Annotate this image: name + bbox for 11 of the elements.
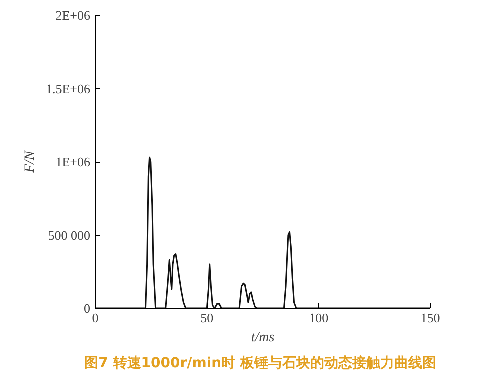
x-tick-label: 150 (420, 310, 440, 326)
y-tick-label: 1.5E+06 (46, 81, 91, 96)
y-tick-label: 500 000 (48, 228, 90, 243)
x-tick-label: 100 (309, 310, 329, 326)
x-tick-label: 50 (200, 310, 214, 326)
x-axis-title: t/ms (251, 330, 276, 346)
y-tick-label: 1E+06 (56, 154, 91, 170)
y-axis-title: F/N (22, 150, 38, 174)
y-tick-label: 2E+06 (56, 8, 91, 23)
y-tick-label: 0 (84, 301, 90, 316)
caption: 图7 转速1000r/min时 板锤与石块的动态接触力曲线图 (84, 354, 436, 372)
